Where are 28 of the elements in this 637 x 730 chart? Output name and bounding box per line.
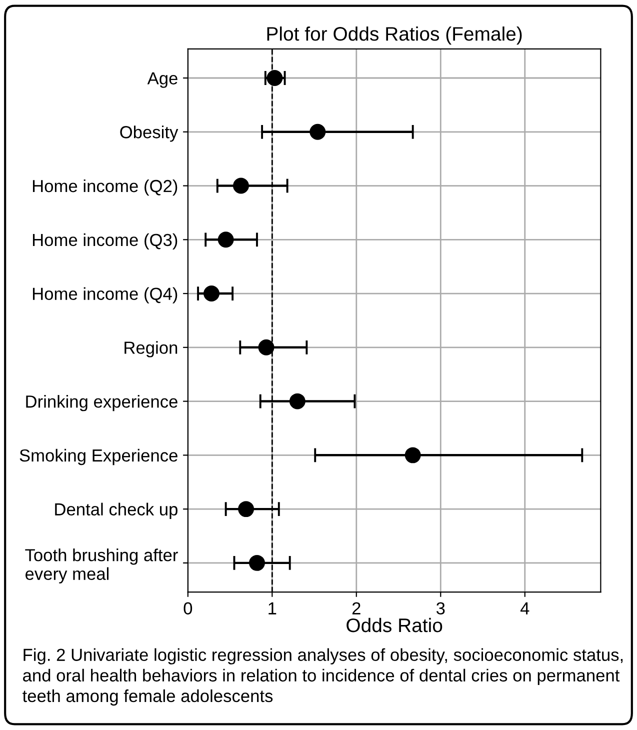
point — [204, 286, 220, 302]
y-tick-label: Drinking experience — [26, 395, 178, 412]
chart-title: Plot for Odds Ratios (Female) — [267, 26, 522, 45]
point — [289, 393, 306, 410]
y-tick-label: Region — [124, 341, 178, 358]
x-tick-label: 3 — [436, 602, 445, 615]
y-tick-label: Home income (Q2) — [32, 179, 178, 196]
y-tick-label: Home income (Q3) — [32, 233, 178, 250]
x-tick-label: 4 — [520, 602, 530, 614]
point — [266, 70, 283, 86]
y-tick-label: Home income (Q4) — [32, 287, 178, 304]
caption: Fig. 2 Univariate logistic regression analyses of obesity, socioeconomic status, and oral health behaviors in relation to incidence of dental cries on permanent teeth among female adolescents — [22, 648, 623, 706]
x-tick-label: 0 — [184, 602, 192, 615]
point — [249, 554, 265, 571]
point — [404, 447, 421, 464]
x-tick-label: 2 — [352, 602, 360, 614]
point — [238, 501, 254, 518]
x-axis-title: Odds Ratio — [346, 618, 442, 632]
y-tick-label: Tooth brushing after every meal — [25, 548, 178, 584]
y-tick-label: Obesity — [120, 126, 178, 142]
point — [258, 339, 274, 356]
x-tick-label: 1 — [268, 602, 276, 614]
point — [310, 124, 326, 140]
point — [218, 232, 234, 248]
point — [233, 178, 249, 194]
y-tick-label: Age — [147, 72, 178, 88]
y-tick-label: Smoking Experience — [20, 448, 178, 466]
y-tick-label: Dental check up — [55, 502, 178, 519]
